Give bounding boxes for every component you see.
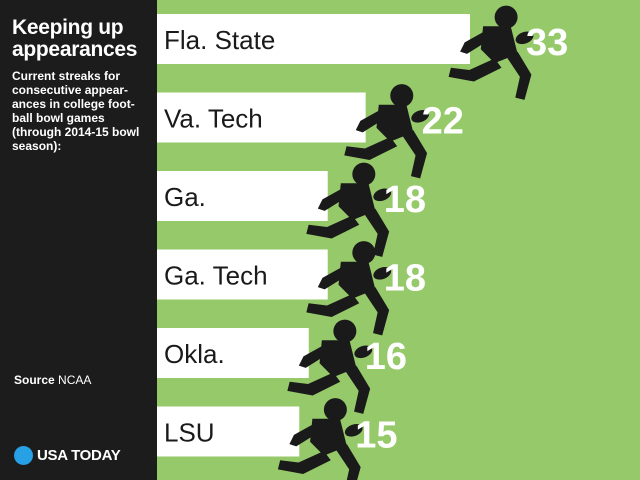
player-torso (338, 261, 376, 299)
football-player-icon (277, 398, 363, 480)
football-player-icon (306, 241, 392, 336)
player-ball (373, 267, 392, 280)
player-back-leg (306, 294, 360, 317)
bar (157, 406, 300, 457)
bar-row: Fla. State 33 (157, 5, 568, 100)
value-label: 22 (422, 101, 464, 143)
bar (157, 14, 470, 64)
source-value: NCAA (58, 373, 92, 387)
source-note: Source NCAA (14, 373, 91, 387)
player-arm (298, 344, 325, 368)
bar (157, 171, 328, 221)
player-ball (515, 31, 534, 45)
football-player-icon (306, 162, 392, 257)
player-torso (310, 418, 347, 456)
player-back-leg (344, 137, 398, 160)
player-torso (480, 26, 518, 64)
player-front-leg (363, 208, 390, 257)
player-torso (376, 104, 414, 142)
bar-label: Fla. State (164, 25, 275, 55)
player-front-leg (401, 130, 428, 179)
player-ball (344, 424, 363, 437)
value-label: 33 (526, 22, 568, 64)
value-label: 15 (355, 415, 397, 457)
player-arm (460, 30, 486, 54)
value-label: 18 (384, 179, 426, 221)
sidebar: Keeping up appearances Current streaks f… (0, 0, 157, 480)
bar-label: Ga. (164, 182, 206, 212)
player-back-leg (448, 58, 502, 82)
bar-row: Va. Tech 22 (157, 84, 464, 179)
player-back-leg (287, 372, 341, 396)
player-front-leg (335, 444, 361, 480)
player-helmet (352, 241, 376, 265)
player-helmet (323, 398, 347, 422)
player-arm (317, 266, 344, 290)
value-label: 18 (384, 258, 426, 300)
source-label: Source (14, 373, 55, 387)
player-helmet (390, 84, 414, 108)
logo-text: USA TODAY (37, 446, 121, 464)
football-player-icon (448, 5, 534, 100)
player-front-leg (363, 287, 390, 336)
bar (157, 249, 328, 300)
bar (157, 92, 366, 143)
player-back-leg (277, 451, 331, 474)
player-front-leg (344, 365, 371, 414)
football-player-icon (287, 319, 373, 414)
player-helmet (333, 319, 357, 343)
player-helmet (494, 5, 518, 29)
player-arm (317, 187, 344, 211)
player-ball (373, 188, 392, 202)
bar-label: Ga. Tech (164, 261, 268, 291)
bar-label: Okla. (164, 339, 225, 369)
chart-subtitle: Current streaks for consecutive appear-a… (12, 69, 140, 153)
usa-today-logo: USA TODAY (14, 445, 121, 465)
player-torso (319, 340, 357, 378)
football-player-icon (344, 84, 430, 179)
player-arm (355, 109, 382, 133)
logo-dot-icon (14, 445, 33, 465)
bar-row: LSU 15 (157, 398, 398, 480)
player-arm (289, 423, 315, 447)
chart-title: Keeping up appearances (12, 16, 138, 61)
bar-row: Okla. 16 (157, 319, 407, 414)
bar-row: Ga. 18 (157, 162, 426, 257)
bar-row: Ga. Tech 18 (157, 241, 426, 336)
bar-label: Va. Tech (164, 104, 263, 134)
player-helmet (352, 162, 376, 186)
player-ball (354, 345, 373, 359)
player-front-leg (506, 51, 532, 100)
player-ball (411, 110, 430, 123)
player-torso (338, 183, 376, 221)
value-label: 16 (365, 336, 407, 378)
player-back-leg (306, 215, 360, 239)
bar (157, 328, 309, 378)
bar-label: LSU (164, 418, 215, 448)
